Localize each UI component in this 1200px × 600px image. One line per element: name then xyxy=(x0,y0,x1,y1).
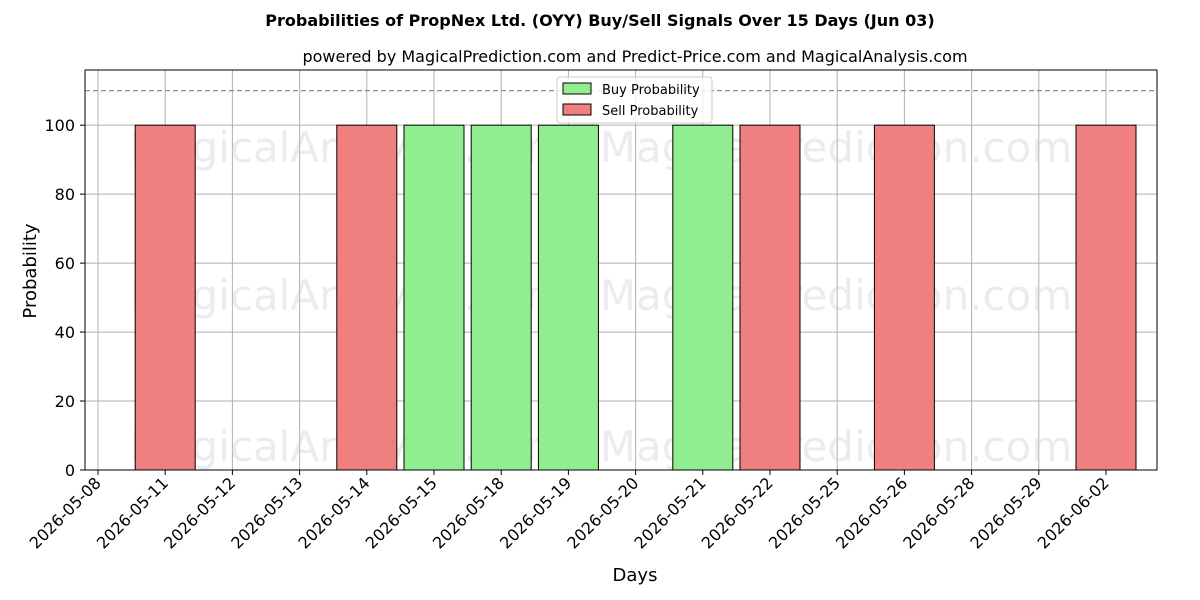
x-tick-label: 2026-05-19 xyxy=(496,473,575,552)
x-tick-label: 2026-05-22 xyxy=(698,473,777,552)
y-tick-label: 100 xyxy=(44,116,75,135)
buy-bar xyxy=(403,124,465,471)
watermark-text: MagicalPrediction.com xyxy=(600,123,1073,172)
x-tick-label: 2026-05-18 xyxy=(429,473,508,552)
y-tick-label: 60 xyxy=(55,254,75,273)
x-tick-label: 2026-05-28 xyxy=(899,473,978,552)
y-axis-label: Probability xyxy=(20,223,41,318)
y-tick-label: 40 xyxy=(55,323,75,342)
x-tick-label: 2026-05-08 xyxy=(26,473,105,552)
x-tick-label: 2026-05-12 xyxy=(160,473,239,552)
buy-bar xyxy=(470,124,532,471)
legend: Buy Probability Sell Probability xyxy=(556,76,713,124)
buy-bar xyxy=(537,124,599,471)
legend-label: Sell Probability xyxy=(602,104,699,119)
x-tick-label: 2026-05-20 xyxy=(563,473,642,552)
x-tick-label: 2026-05-15 xyxy=(362,473,441,552)
y-tick-label: 20 xyxy=(55,392,75,411)
sell-bar xyxy=(739,124,801,471)
legend-label: Buy Probability xyxy=(602,83,700,98)
x-axis-label: Days xyxy=(613,565,658,586)
x-tick-label: 2026-05-11 xyxy=(93,473,172,552)
sell-bar xyxy=(134,124,196,471)
y-axis: 0 20 40 60 80 100 xyxy=(44,116,85,480)
legend-swatch xyxy=(562,82,592,95)
x-tick-label: 2026-05-26 xyxy=(832,473,911,552)
legend-swatch xyxy=(562,103,592,116)
x-tick-label: 2026-05-14 xyxy=(294,473,373,552)
x-tick-label: 2026-06-02 xyxy=(1034,473,1113,552)
y-tick-label: 80 xyxy=(55,185,75,204)
watermark-text: MagicalPrediction.com xyxy=(600,422,1073,471)
chart-title: Probabilities of PropNex Ltd. (OYY) Buy/… xyxy=(265,11,934,30)
chart-subtitle: powered by MagicalPrediction.com and Pre… xyxy=(302,47,967,66)
x-tick-label: 2026-05-21 xyxy=(630,473,709,552)
legend-box xyxy=(556,76,713,124)
x-tick-label: 2026-05-13 xyxy=(227,473,306,552)
x-tick-label: 2026-05-29 xyxy=(966,473,1045,552)
x-axis: 2026-05-082026-05-112026-05-122026-05-13… xyxy=(26,470,1113,553)
x-tick-label: 2026-05-25 xyxy=(765,473,844,552)
y-tick-label: 0 xyxy=(65,461,75,480)
plot-area-frame xyxy=(84,69,1158,471)
sell-bar xyxy=(336,124,398,471)
sell-bar xyxy=(873,124,935,471)
buy-bar xyxy=(672,124,734,471)
watermark-text: MagicalPrediction.com xyxy=(600,271,1073,320)
sell-bar xyxy=(1075,124,1137,471)
